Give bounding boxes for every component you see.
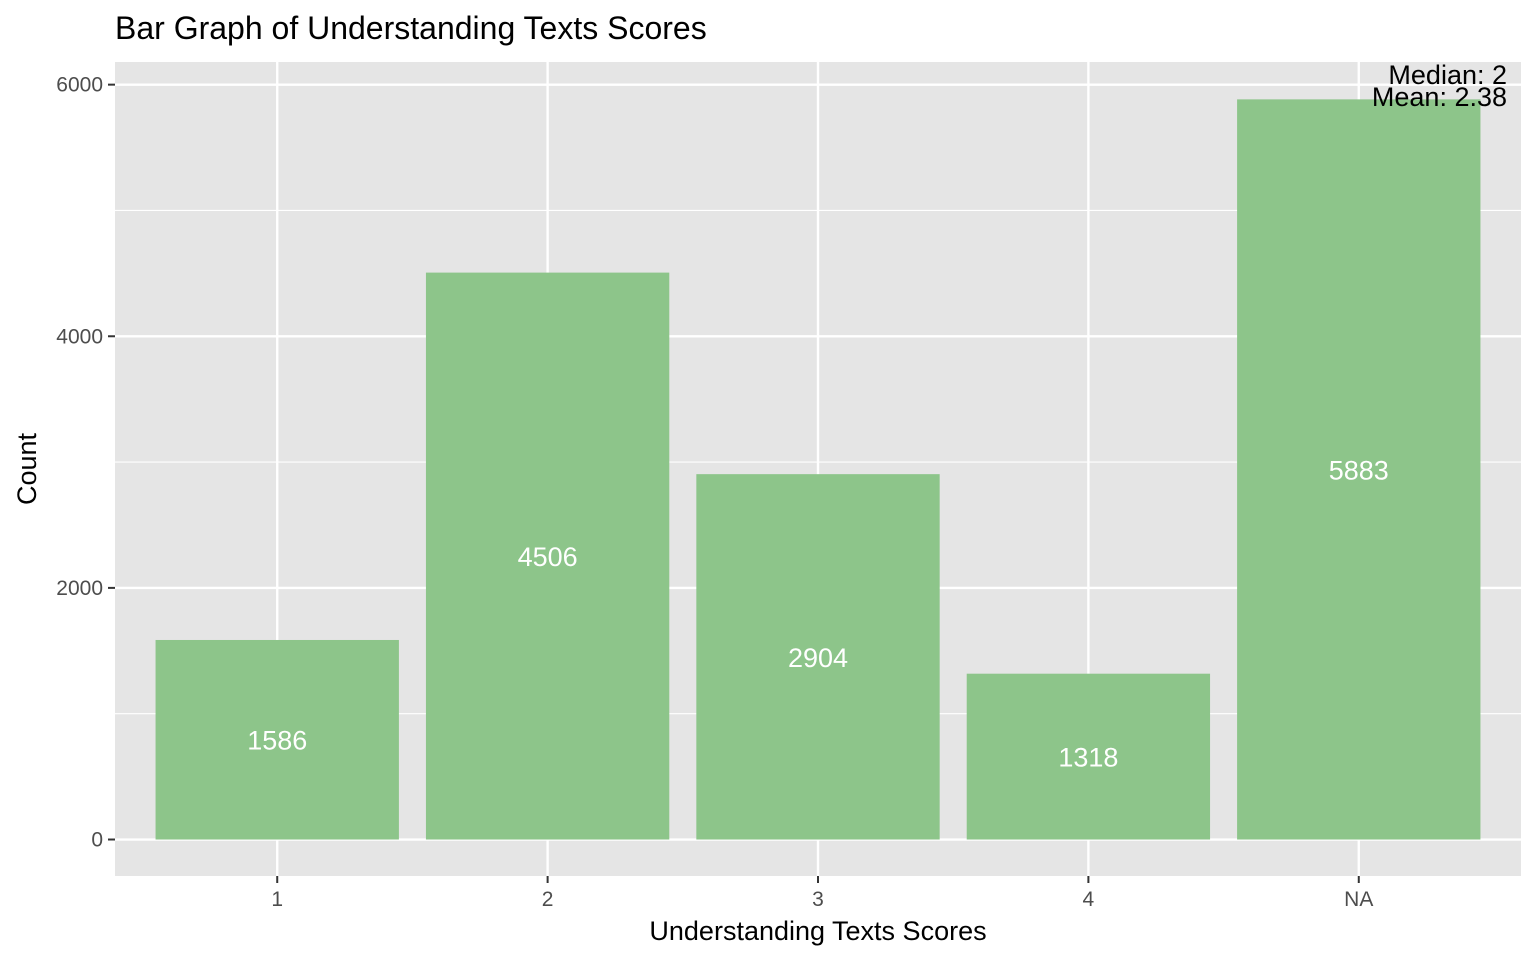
y-axis-title: Count (12, 432, 42, 505)
x-axis-title: Understanding Texts Scores (649, 916, 986, 946)
bar-1 (155, 639, 399, 840)
y-tick-label: 0 (91, 829, 103, 852)
y-tick-label: 2000 (56, 577, 103, 600)
summary-annotation: Median: 2 (1388, 60, 1507, 90)
bar-3 (696, 474, 940, 840)
y-tick-label: 6000 (56, 74, 103, 97)
y-axis: 0 2000 4000 6000 (56, 74, 115, 852)
bar-NA (1237, 99, 1481, 840)
x-tick-label: 3 (812, 888, 824, 911)
bar-labels: 1586 4506 2904 1318 5883 (247, 455, 1389, 772)
bars (155, 99, 1481, 840)
bar-4 (966, 673, 1211, 840)
y-tick-label: 4000 (56, 325, 103, 348)
bar-value-label: 5883 (1329, 455, 1389, 485)
x-tick-label: NA (1344, 888, 1373, 911)
bar-value-label: 1318 (1058, 743, 1118, 773)
bar-value-label: 2904 (788, 643, 848, 673)
x-tick-label: 1 (271, 888, 283, 911)
x-axis: 1 2 3 4 NA (271, 876, 1373, 911)
bar-2 (425, 272, 670, 840)
x-tick-label: 4 (1083, 888, 1095, 911)
summary-annotation: Mean: 2.38 (1372, 82, 1507, 112)
bar-value-label: 4506 (518, 542, 578, 572)
bar-value-label: 1586 (247, 726, 307, 756)
chart-title: Bar Graph of Understanding Texts Scores (115, 10, 707, 46)
x-tick-label: 2 (542, 888, 554, 911)
